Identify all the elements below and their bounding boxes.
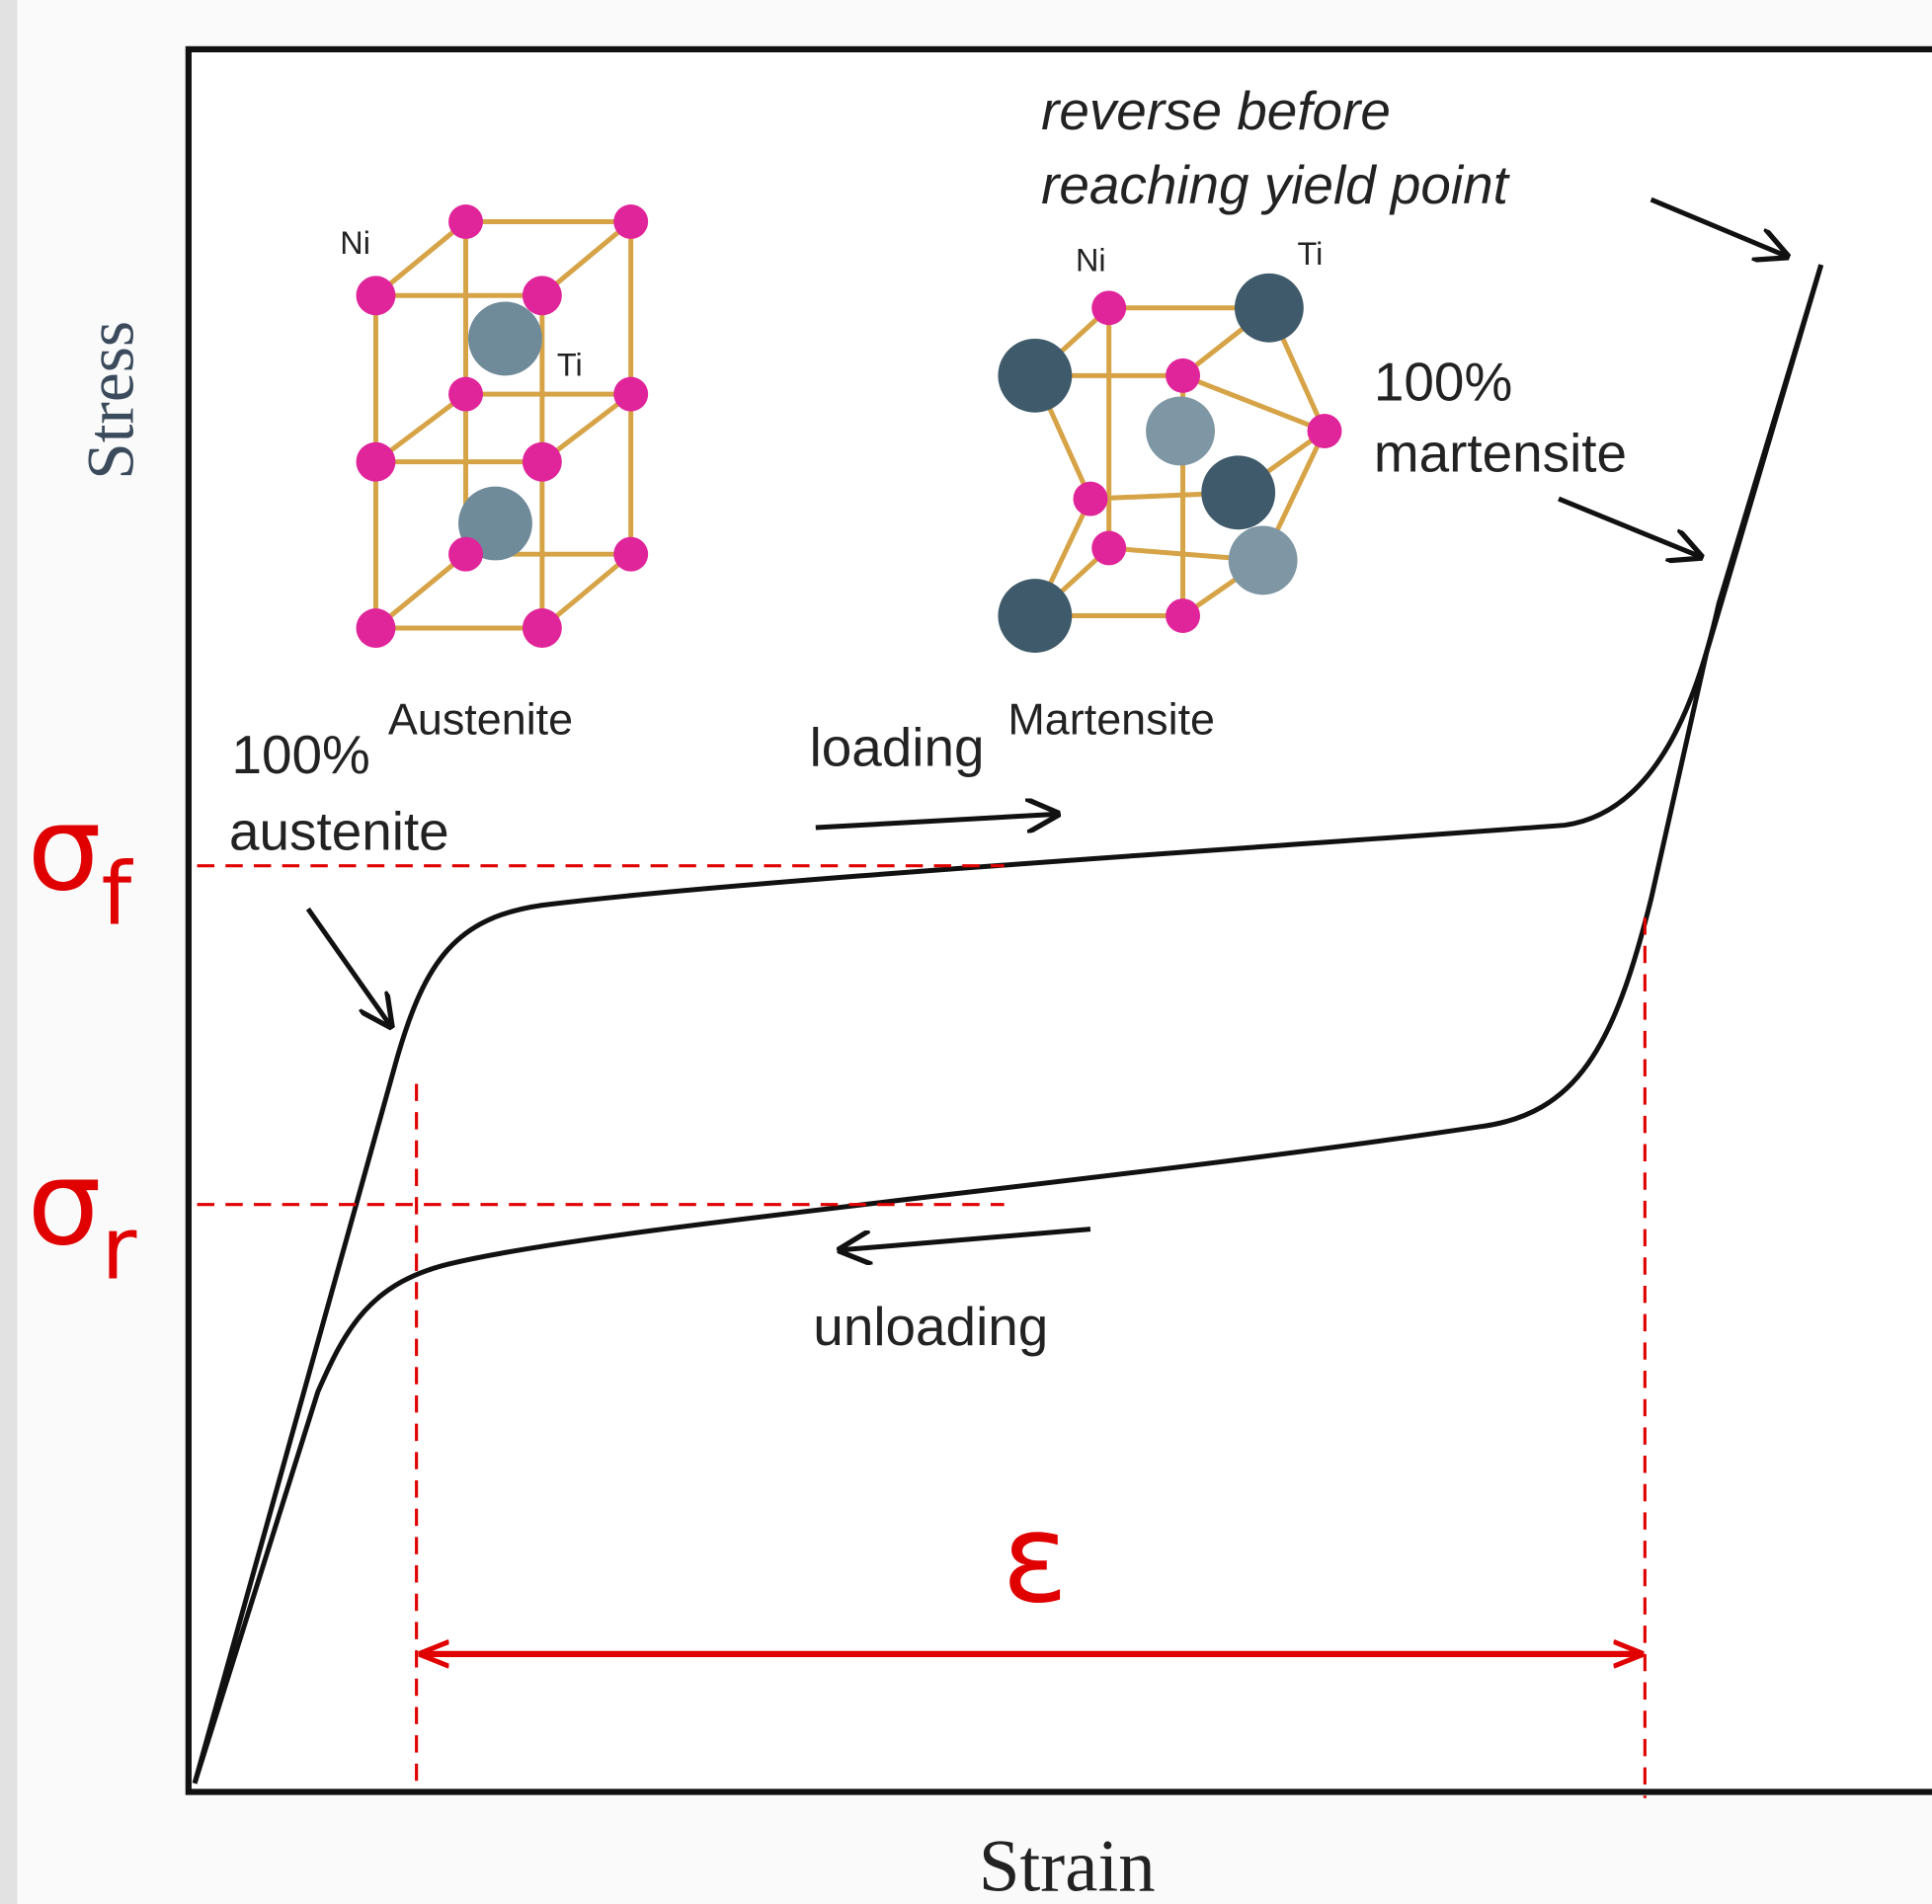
martensite-lattice-part-part <box>998 339 1072 413</box>
austenite-lattice-part-part <box>357 276 396 315</box>
austenite-lattice-part-part <box>613 204 648 239</box>
sigma-sub: r <box>102 1198 137 1299</box>
x-axis-label: Strain <box>979 1825 1156 1904</box>
austenite-lattice-part-part <box>357 442 396 482</box>
austenite-lattice-part-part <box>523 276 562 315</box>
martensite-lattice-part-part <box>1166 358 1200 393</box>
sigma-base: σ <box>27 780 101 916</box>
structure-label: Austenite <box>388 693 573 744</box>
page: Stress Strain ε σf σr reverse before rea… <box>0 0 1932 1904</box>
martensite-lattice-part-part <box>1308 414 1342 448</box>
sigma-sub: f <box>102 843 134 944</box>
structure-label: Martensite <box>1007 693 1215 744</box>
atom-label: Ti <box>1298 236 1324 272</box>
martensite-lattice-part-part <box>1229 526 1298 595</box>
austenite-lattice-part-part <box>613 377 648 412</box>
annotation: reaching yield point <box>1041 154 1511 215</box>
austenite-lattice-part-part <box>357 608 396 648</box>
annotation: 100% <box>1374 351 1512 412</box>
austenite-lattice-part-part <box>448 377 483 412</box>
martensite-lattice-part-part <box>1074 482 1108 516</box>
austenite-lattice-part-part <box>613 537 648 572</box>
austenite-lattice-part-part <box>448 537 483 572</box>
annotation: martensite <box>1374 423 1627 484</box>
atom-label: Ti <box>557 347 583 382</box>
annotation: reverse before <box>1041 80 1391 141</box>
martensite-lattice-part-part <box>1091 290 1126 325</box>
annotation: loading <box>810 717 985 778</box>
martensite-lattice-part-part <box>1235 274 1304 343</box>
strain-symbol: ε <box>1002 1487 1068 1630</box>
annotation: unloading <box>813 1296 1048 1357</box>
austenite-lattice-part <box>468 302 542 376</box>
martensite-lattice-part-part <box>1166 598 1200 633</box>
side-strip <box>0 0 17 1904</box>
martensite-lattice-part-part <box>998 579 1072 653</box>
diagram: Stress Strain ε σf σr reverse before rea… <box>0 0 1932 1904</box>
martensite-lattice-part-part <box>1201 455 1275 529</box>
austenite-lattice-part-part <box>448 204 483 239</box>
annotation: 100% <box>232 724 370 785</box>
austenite-lattice-part-part <box>523 442 562 482</box>
atom-label: Ni <box>1076 242 1106 278</box>
austenite-lattice-part-part <box>523 608 562 648</box>
martensite-lattice-part-part <box>1091 530 1126 565</box>
annotation: austenite <box>229 800 449 861</box>
y-axis-label: Stress <box>74 321 148 480</box>
sigma-base: σ <box>27 1136 101 1272</box>
martensite-lattice-part-part <box>1146 397 1215 466</box>
atom-label: Ni <box>340 225 370 261</box>
